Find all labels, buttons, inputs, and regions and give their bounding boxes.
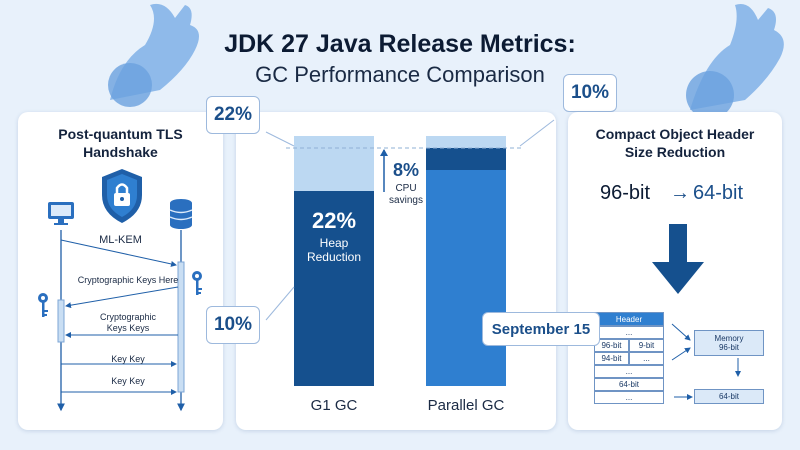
size-from: 96-bit <box>600 182 651 204</box>
key-icon-left <box>38 293 48 317</box>
gc-bars <box>265 119 555 386</box>
date-callout: September 15 <box>482 312 600 346</box>
g1-heap-label-line2: Reduction <box>306 250 362 264</box>
cpu-savings-label-line1: CPU <box>395 183 417 194</box>
message-label-3: Keys Keys <box>106 323 150 333</box>
message-label-5: Key Key <box>111 376 145 386</box>
mem-table-row-4: ... <box>594 365 664 378</box>
g1-bar-dark <box>294 191 374 386</box>
tls-handshake-panel: Post-quantum TLS Handshake ML-KEM <box>18 112 223 430</box>
callout-22-percent: 22% <box>206 96 260 134</box>
parallel-bar-light <box>426 136 506 148</box>
header-panel-title-line2: Size Reduction <box>624 144 726 160</box>
size-to: 64-bit <box>693 182 744 204</box>
callout-10-percent-left: 10% <box>206 306 260 344</box>
g1-gc-axis-label: G1 GC <box>310 397 358 414</box>
mem-table-row-6: ... <box>594 391 664 404</box>
parallel-bar-medium <box>426 170 506 386</box>
mem-table-row-5: 64-bit <box>594 378 664 391</box>
tls-panel-title-line2: Handshake <box>83 144 158 160</box>
callout-10-percent-right: 10% <box>563 74 617 112</box>
g1-bar-light <box>294 136 374 191</box>
mascot-right-decoration <box>686 4 784 115</box>
mem-arrows <box>671 323 741 400</box>
parallel-bar-dark <box>426 148 506 170</box>
tls-panel-title-line1: Post-quantum TLS <box>58 126 183 142</box>
mem-table-row-3a: 94-bit <box>594 352 629 365</box>
result-64bit-box: 64-bit <box>694 389 764 404</box>
g1-heap-label-line1: Heap <box>319 236 349 250</box>
gc-comparison-panel: 22% Heap Reduction 8% CPU savings G1 GC … <box>236 112 556 430</box>
parallel-gc-axis-label: Parallel GC <box>427 397 505 414</box>
mem-table-row-2a: 96-bit <box>594 339 629 352</box>
size-arrow: → <box>670 182 690 204</box>
mascot-left-decoration <box>108 3 199 107</box>
cpu-savings-label-line2: savings <box>389 195 423 206</box>
ml-kem-label: ML-KEM <box>99 234 142 246</box>
memory-box-line2: 96-bit <box>718 343 739 352</box>
header-panel-title-line1: Compact Object Header <box>595 126 755 142</box>
page-title: JDK 27 Java Release Metrics: <box>224 30 576 58</box>
shield-lock-icon <box>102 169 142 223</box>
mem-table-row-1: ... <box>594 326 664 339</box>
handshake-sequence-diagram <box>57 230 185 412</box>
database-icon <box>169 199 193 229</box>
mem-table-row-3b: ... <box>629 352 664 365</box>
mem-table-header: Header <box>594 312 664 326</box>
object-header-panel: Compact Object Header Size Reduction 96-… <box>568 112 782 430</box>
key-icon <box>192 271 202 295</box>
cpu-savings-value: 8% <box>392 160 419 180</box>
mem-table-row-2b: 9-bit <box>629 339 664 352</box>
page-subtitle: GC Performance Comparison <box>255 62 545 87</box>
message-label-1: Cryptographic Keys Here <box>77 275 179 285</box>
message-label-4: Key Key <box>111 354 145 364</box>
monitor-icon <box>48 202 74 225</box>
message-label-2: Cryptographic <box>99 312 157 322</box>
g1-heap-value: 22% <box>311 208 357 233</box>
memory-96bit-box: Memory 96-bit <box>694 330 764 356</box>
reduction-arrow-icon <box>652 224 704 294</box>
memory-box-line1: Memory <box>714 334 744 343</box>
